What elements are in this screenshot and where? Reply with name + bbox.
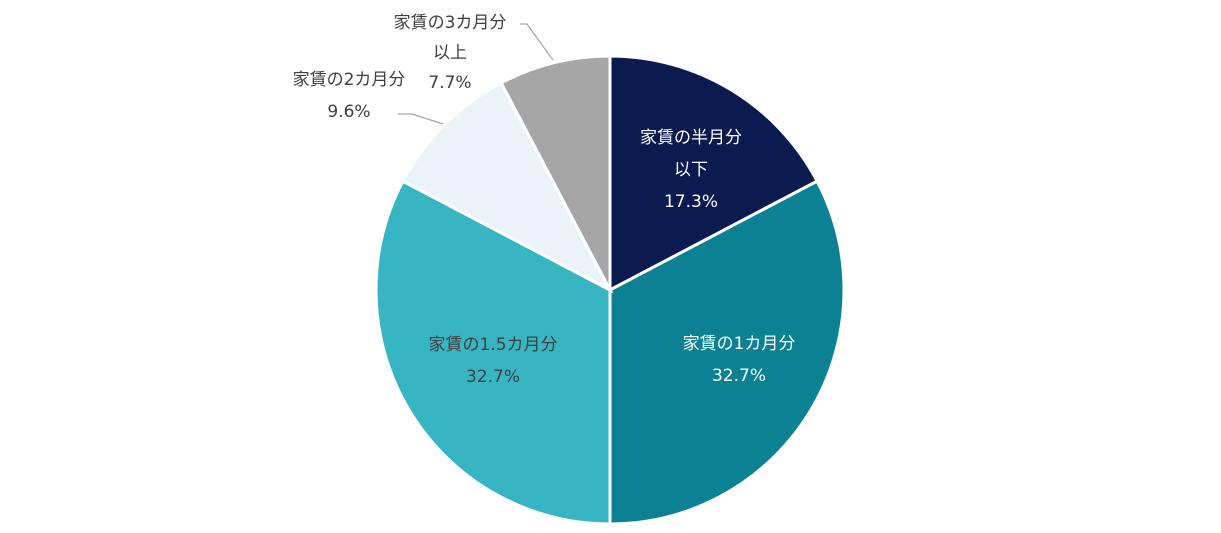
slice-name-label: 家賃の半月分 xyxy=(640,128,742,148)
slice-name-label: 家賃の1カ月分 xyxy=(683,334,796,354)
slice-name-label: 家賃の2カ月分 xyxy=(293,70,406,90)
pie-slice xyxy=(400,80,614,294)
pie-slice xyxy=(608,179,846,526)
pie-slice xyxy=(608,54,820,293)
slice-label: 家賃の半月分以下 17.3% xyxy=(640,128,742,212)
slice-value-label: 7.7% xyxy=(428,73,471,93)
slice-name-label: 家賃の1.5カ月分 xyxy=(428,335,557,355)
slice-label: 家賃の1カ月分 32.7% xyxy=(683,334,796,386)
pie-slice xyxy=(374,179,612,526)
leader-line xyxy=(398,113,444,125)
slice-label: 家賃の1.5カ月分 32.7% xyxy=(428,335,557,387)
slice-label: 家賃の2カ月分 9.6% xyxy=(293,70,406,122)
slice-value-label: 9.6% xyxy=(327,102,370,122)
slice-name-label: 以下 xyxy=(674,160,708,180)
slice-label: 家賃の3カ月分以上 7.7% xyxy=(394,13,507,93)
slice-labels: 家賃の半月分以下 17.3%家賃の1カ月分 32.7%家賃の1.5カ月分 32.7%家… xyxy=(293,13,796,387)
leader-line xyxy=(520,23,554,61)
slice-value-label: 17.3% xyxy=(664,192,718,212)
pie-slice xyxy=(499,54,612,291)
slice-value-label: 32.7% xyxy=(466,367,520,387)
slice-value-label: 32.7% xyxy=(712,366,766,386)
slice-name-label: 以上 xyxy=(433,43,467,63)
pie-slices xyxy=(374,54,846,526)
slice-name-label: 家賃の3カ月分 xyxy=(394,13,507,33)
leader-lines xyxy=(398,23,554,125)
